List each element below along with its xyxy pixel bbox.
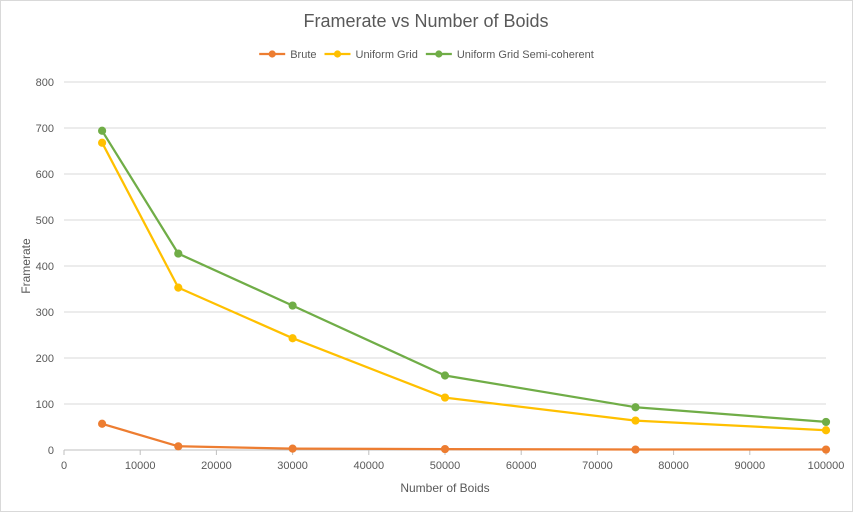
series-uniform-grid-semi-coherent — [98, 126, 831, 427]
series-uniform-grid — [98, 138, 831, 435]
legend-label: Brute — [290, 49, 316, 61]
data-point — [440, 393, 450, 402]
y-tick-label: 800 — [36, 77, 54, 89]
data-point — [288, 301, 297, 310]
x-tick-label: 20000 — [201, 460, 232, 472]
data-point — [98, 126, 107, 135]
y-axis-title: Framerate — [19, 238, 33, 294]
y-tick-label: 400 — [36, 261, 54, 273]
data-point — [821, 445, 831, 454]
legend-item: Uniform Grid — [324, 49, 418, 61]
x-tick-label: 10000 — [125, 460, 156, 472]
data-point — [631, 416, 640, 425]
data-point — [174, 442, 183, 451]
y-tick-label: 200 — [36, 353, 54, 365]
data-point — [631, 403, 640, 412]
legend-item: Uniform Grid Semi-coherent — [425, 49, 594, 61]
data-point — [440, 444, 450, 454]
x-tick-label: 100000 — [808, 460, 845, 472]
legend: Brute Uniform Grid Uniform Grid Semi-coher… — [259, 49, 594, 61]
series-brute — [98, 419, 831, 454]
data-point — [631, 445, 640, 454]
data-point — [98, 138, 107, 147]
data-point — [174, 249, 183, 258]
x-tick-label: 40000 — [354, 460, 385, 472]
series-line — [100, 141, 828, 432]
data-point — [821, 426, 831, 435]
legend-marker — [435, 50, 443, 58]
chart-title: Framerate vs Number of Boids — [303, 11, 548, 31]
x-tick-label: 50000 — [430, 460, 461, 472]
data-point — [288, 444, 297, 453]
legend-label: Uniform Grid — [355, 49, 417, 61]
legend-label: Uniform Grid Semi-coherent — [457, 49, 594, 61]
y-axis: 0 100 200 300 400 500 600 700 800 — [36, 77, 54, 457]
data-point — [440, 371, 450, 380]
data-point — [821, 417, 831, 427]
legend-marker — [268, 50, 276, 58]
x-tick-label: 60000 — [506, 460, 537, 472]
x-tick-label: 80000 — [658, 460, 689, 472]
x-axis: 0 10000 20000 30000 40000 50000 60000 70000 8000… — [61, 450, 844, 472]
data-point — [288, 334, 297, 343]
data-point — [174, 283, 183, 292]
gridlines — [64, 81, 826, 451]
x-axis-title: Number of Boids — [400, 481, 489, 495]
y-tick-label: 500 — [36, 215, 54, 227]
data-point — [98, 419, 107, 428]
y-tick-label: 300 — [36, 307, 54, 319]
legend-item: Brute — [259, 49, 316, 61]
y-tick-label: 100 — [36, 399, 54, 411]
legend-marker — [333, 50, 342, 58]
y-tick-label: 600 — [36, 169, 54, 181]
x-tick-label: 90000 — [735, 460, 766, 472]
series-line — [100, 422, 828, 451]
series-layer — [98, 126, 831, 454]
x-tick-label: 0 — [61, 460, 67, 472]
y-tick-label: 0 — [48, 445, 54, 457]
y-tick-label: 700 — [36, 123, 54, 135]
x-tick-label: 30000 — [277, 460, 308, 472]
x-tick-label: 70000 — [582, 460, 613, 472]
series-line — [100, 129, 828, 424]
